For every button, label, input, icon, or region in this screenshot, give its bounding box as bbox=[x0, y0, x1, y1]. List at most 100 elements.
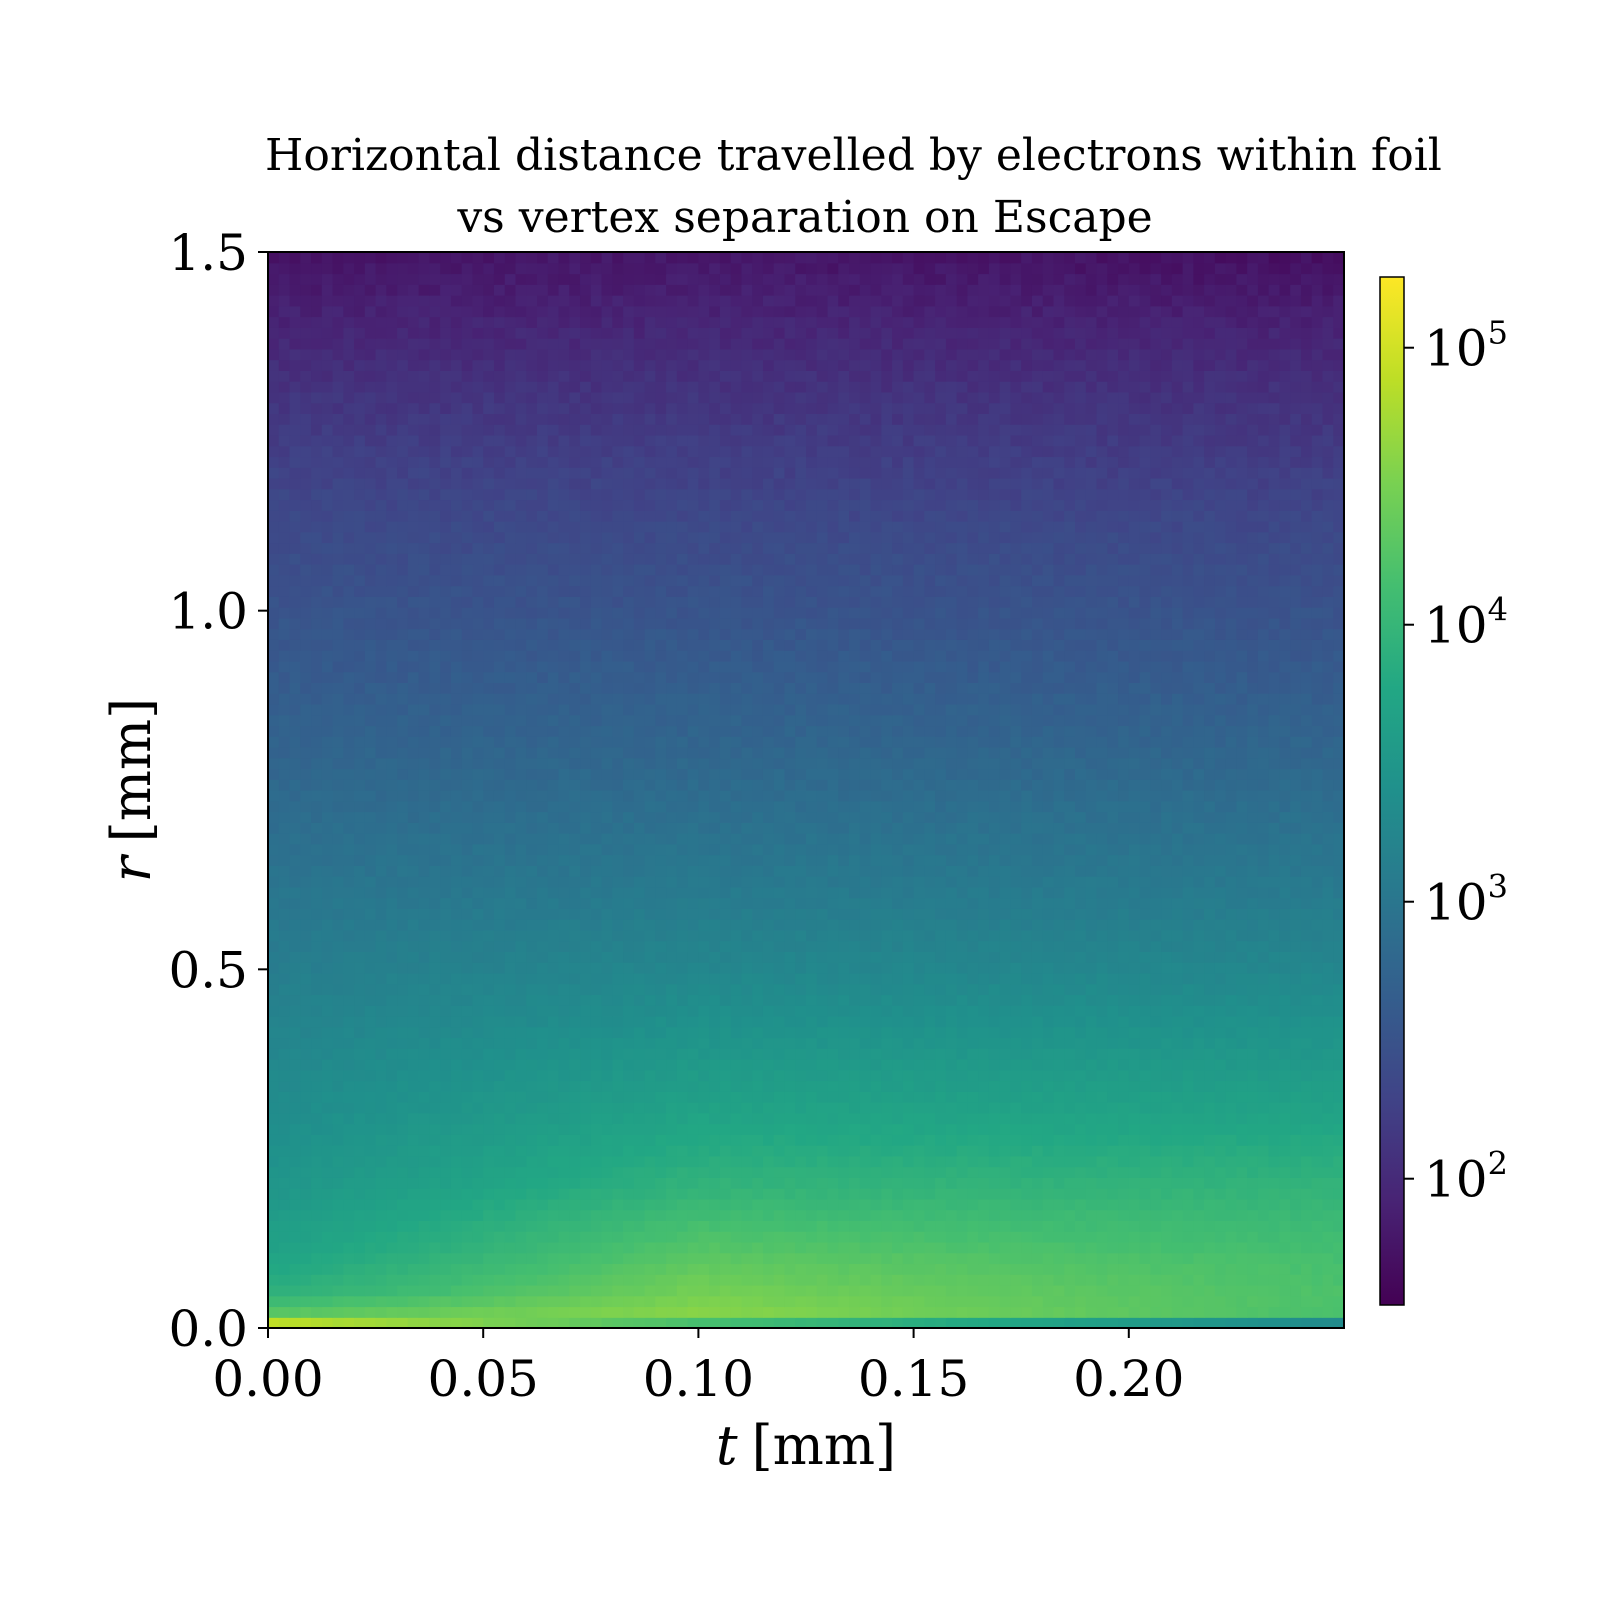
heatmap-cell bbox=[999, 908, 1012, 920]
heatmap-cell bbox=[999, 1005, 1012, 1017]
heatmap-cell bbox=[719, 972, 732, 985]
heatmap-cell bbox=[590, 1059, 603, 1071]
heatmap-cell bbox=[1171, 940, 1184, 952]
heatmap-cell bbox=[881, 800, 893, 813]
heatmap-cell bbox=[902, 865, 915, 877]
heatmap-cell bbox=[1268, 865, 1281, 877]
heatmap-cell bbox=[311, 1015, 323, 1028]
heatmap-cell bbox=[1257, 972, 1270, 985]
heatmap-cell bbox=[978, 1252, 990, 1265]
heatmap-cell bbox=[1150, 1241, 1162, 1254]
heatmap-cell bbox=[978, 1241, 990, 1254]
heatmap-cell bbox=[289, 1080, 301, 1092]
heatmap-cell bbox=[1236, 1145, 1248, 1157]
heatmap-cell bbox=[1214, 1037, 1227, 1049]
heatmap-cell bbox=[709, 1231, 721, 1243]
heatmap-cell bbox=[537, 790, 549, 802]
heatmap-cell bbox=[999, 1026, 1012, 1039]
heatmap-cell bbox=[515, 994, 527, 1006]
heatmap-cell bbox=[278, 1134, 291, 1146]
heatmap-cell bbox=[1268, 1080, 1281, 1092]
heatmap-cell bbox=[945, 1134, 958, 1146]
heatmap-cell bbox=[762, 983, 775, 996]
heatmap-cell bbox=[859, 962, 872, 974]
heatmap-cell bbox=[1257, 1005, 1270, 1017]
heatmap-cell bbox=[687, 843, 699, 856]
heatmap-cell bbox=[644, 1102, 656, 1114]
heatmap-cell bbox=[601, 865, 613, 877]
heatmap-cell bbox=[397, 1037, 409, 1049]
heatmap-cell bbox=[1053, 1145, 1065, 1157]
heatmap-cell bbox=[784, 843, 796, 856]
heatmap-cell bbox=[676, 1112, 689, 1125]
heatmap-cell bbox=[849, 790, 861, 802]
heatmap-cell bbox=[1268, 1166, 1281, 1178]
heatmap-cell bbox=[623, 1091, 635, 1103]
heatmap-cell bbox=[988, 1252, 1001, 1265]
heatmap-cell bbox=[967, 1177, 979, 1189]
heatmap-cell bbox=[1118, 1231, 1130, 1243]
heatmap-cell bbox=[902, 1166, 915, 1178]
heatmap-cell bbox=[806, 1091, 818, 1103]
heatmap-cell bbox=[1182, 1102, 1194, 1114]
heatmap-cell bbox=[870, 822, 882, 834]
heatmap-cell bbox=[1290, 886, 1302, 899]
heatmap-cell bbox=[881, 1177, 893, 1189]
heatmap-cell bbox=[773, 1220, 786, 1232]
heatmap-cell bbox=[741, 1048, 753, 1060]
heatmap-cell bbox=[1290, 1306, 1302, 1318]
heatmap-cell bbox=[1311, 1198, 1324, 1211]
heatmap-cell bbox=[1064, 1295, 1076, 1308]
heatmap-cell bbox=[547, 994, 560, 1006]
heatmap-cell bbox=[580, 1252, 592, 1265]
heatmap-cell bbox=[999, 886, 1012, 899]
heatmap-cell bbox=[676, 833, 689, 845]
heatmap-cell bbox=[612, 1145, 624, 1157]
heatmap-cell bbox=[913, 951, 925, 963]
heatmap-cell bbox=[827, 962, 839, 974]
heatmap-cell bbox=[354, 1252, 366, 1265]
heatmap-cell bbox=[1247, 833, 1259, 845]
heatmap-cell bbox=[924, 1252, 936, 1265]
heatmap-cell bbox=[1118, 822, 1130, 834]
heatmap-cell bbox=[483, 865, 495, 877]
heatmap-cell bbox=[483, 962, 495, 974]
heatmap-cell bbox=[612, 1155, 624, 1168]
heatmap-cell bbox=[1085, 1252, 1098, 1265]
heatmap-cell bbox=[806, 962, 818, 974]
heatmap-cell bbox=[730, 811, 743, 823]
heatmap-cell bbox=[741, 876, 753, 888]
heatmap-cell bbox=[278, 1091, 291, 1103]
heatmap-cell bbox=[676, 1252, 689, 1265]
heatmap-cell bbox=[440, 972, 452, 985]
heatmap-cell bbox=[332, 919, 344, 931]
heatmap-cell bbox=[1021, 1123, 1033, 1135]
heatmap-cell bbox=[967, 1274, 979, 1286]
heatmap-cell bbox=[741, 1123, 753, 1135]
heatmap-cell bbox=[795, 1069, 807, 1082]
heatmap-cell bbox=[698, 1026, 710, 1039]
heatmap-cell bbox=[1333, 897, 1345, 909]
heatmap-cell bbox=[1322, 1015, 1334, 1028]
heatmap-cell bbox=[1042, 1069, 1055, 1082]
heatmap-cell bbox=[343, 822, 355, 834]
heatmap-cell bbox=[1031, 854, 1044, 866]
heatmap-cell bbox=[1257, 994, 1270, 1006]
heatmap-cell bbox=[493, 1123, 506, 1135]
heatmap-cell bbox=[1042, 876, 1055, 888]
heatmap-cell bbox=[526, 1284, 538, 1297]
heatmap-cell bbox=[913, 1295, 925, 1308]
heatmap-cell bbox=[1064, 983, 1076, 996]
heatmap-cell bbox=[472, 962, 484, 974]
heatmap-cell bbox=[364, 1005, 377, 1017]
heatmap-cell bbox=[1053, 1295, 1065, 1308]
heatmap-cell bbox=[461, 1048, 474, 1060]
heatmap-cell bbox=[1161, 1145, 1173, 1157]
heatmap-cell bbox=[676, 940, 689, 952]
heatmap-cell bbox=[450, 865, 463, 877]
heatmap-cell bbox=[902, 1059, 915, 1071]
heatmap-cell bbox=[655, 800, 667, 813]
heatmap-cell bbox=[386, 886, 398, 899]
heatmap-cell bbox=[407, 865, 420, 877]
heatmap-cell bbox=[623, 886, 635, 899]
